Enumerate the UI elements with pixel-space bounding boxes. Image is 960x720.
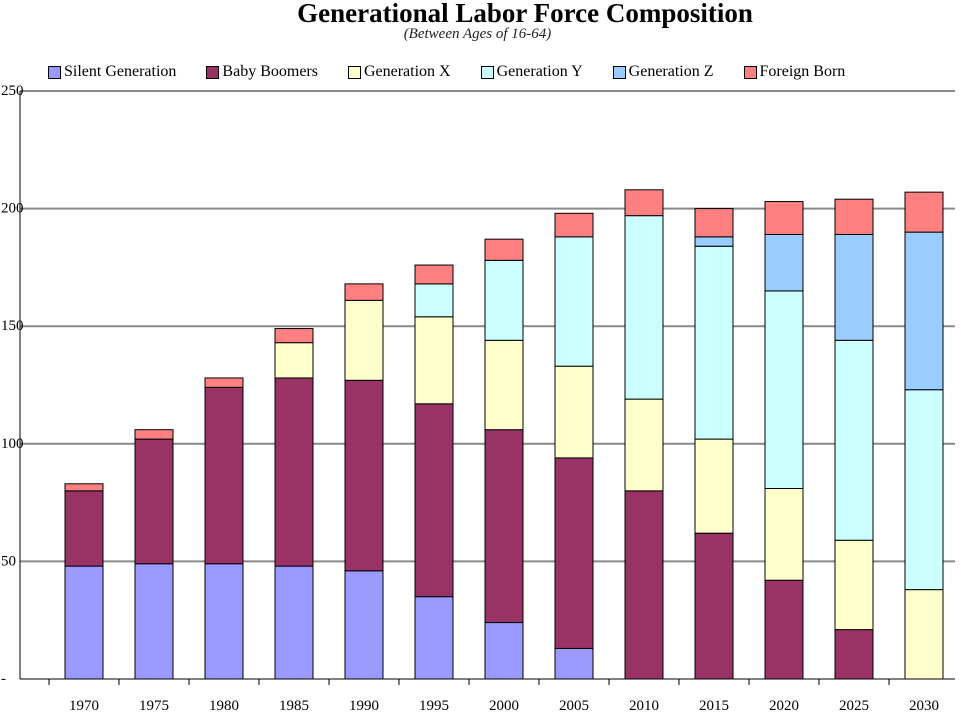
x-tick-label: 2000	[489, 698, 519, 714]
y-tick-label: 200	[1, 201, 24, 217]
bar-segment	[554, 365, 594, 459]
bar-segment	[64, 565, 104, 680]
chart-subtitle: (Between Ages of 16-64)	[403, 26, 552, 42]
bar-segment	[204, 386, 244, 565]
bar-segment	[834, 539, 874, 631]
bar-segment	[204, 563, 244, 680]
legend-swatch	[612, 65, 626, 79]
bar-segment	[484, 339, 524, 431]
bar-segment	[624, 189, 664, 217]
bar-segment	[694, 245, 734, 440]
x-tick-label: 2015	[699, 698, 729, 714]
bar-segment	[274, 328, 314, 344]
bar-segment	[274, 565, 314, 680]
legend-swatch	[480, 65, 494, 79]
x-tick-label: 1985	[279, 698, 309, 714]
bar-segment	[344, 299, 384, 381]
bar-segment	[274, 342, 314, 379]
chart-legend: Silent Generation Baby Boomers Generation …	[48, 60, 845, 84]
bar-segment	[344, 379, 384, 572]
x-tick-label: 1970	[69, 698, 99, 714]
legend-label: Generation Z	[628, 63, 714, 80]
legend-item: Foreign Born	[743, 63, 846, 81]
x-tick-label: 2030	[909, 698, 939, 714]
bar-segment	[414, 264, 454, 285]
bar-segment	[204, 377, 244, 388]
bar-segment	[764, 579, 804, 680]
bar-segment	[694, 532, 734, 680]
bar-segment	[64, 483, 104, 492]
bar-segment	[554, 457, 594, 649]
x-tick-label: 2005	[559, 698, 589, 714]
bar-segment	[834, 339, 874, 541]
y-tick-label: 100	[1, 436, 24, 452]
legend-swatch	[743, 65, 757, 79]
legend-label: Generation Y	[496, 63, 583, 80]
chart-title: Generational Labor Force Composition	[297, 0, 753, 28]
x-tick-label: 1975	[139, 698, 169, 714]
bar-segment	[904, 389, 944, 591]
x-tick-label: 1995	[419, 698, 449, 714]
bar-segment	[64, 490, 104, 567]
x-tick-label: 2025	[839, 698, 869, 714]
bar-segment	[904, 231, 944, 391]
bar-segment	[904, 589, 944, 680]
legend-item: Generation X	[347, 63, 451, 81]
bar-segment	[764, 290, 804, 489]
bar-segment	[834, 629, 874, 680]
bar-segment	[414, 403, 454, 598]
x-tick-label: 2010	[629, 698, 659, 714]
legend-label: Silent Generation	[64, 63, 177, 80]
x-tick-label: 1980	[209, 698, 239, 714]
bar-segment	[624, 490, 664, 680]
bar-segment	[764, 233, 804, 292]
y-tick-label: 50	[1, 553, 16, 569]
bar-segment	[484, 238, 524, 261]
legend-label: Generation X	[363, 63, 451, 80]
x-tick-label: 2020	[769, 698, 799, 714]
bar-segment	[694, 236, 734, 247]
bar-segment	[414, 283, 454, 318]
bar-segment	[344, 283, 384, 301]
y-tick-label: 150	[1, 318, 24, 334]
bar-segment	[624, 215, 664, 400]
bar-segment	[904, 191, 944, 233]
bar-segment	[134, 563, 174, 680]
bar-segment	[764, 201, 804, 235]
bar-segment	[834, 233, 874, 341]
bar-segment	[624, 398, 664, 492]
legend-item: Generation Y	[480, 63, 583, 81]
bar-segment	[554, 212, 594, 238]
bar-segment	[484, 622, 524, 680]
legend-swatch	[347, 65, 361, 79]
bar-segment	[414, 316, 454, 405]
legend-item: Silent Generation	[48, 63, 176, 81]
bar-segment	[554, 236, 594, 367]
bar-segment	[694, 438, 734, 534]
legend-label: Baby Boomers	[222, 63, 318, 80]
legend-item: Baby Boomers	[206, 63, 318, 81]
y-tick-label: 250	[1, 83, 24, 99]
bar-segment	[764, 487, 804, 581]
bar-segment	[344, 570, 384, 680]
bar-segment	[274, 377, 314, 567]
bar-segment	[694, 208, 734, 238]
bar-segment	[134, 429, 174, 440]
legend-swatch	[206, 65, 220, 79]
legend-label: Foreign Born	[759, 63, 846, 80]
x-tick-label: 1990	[349, 698, 379, 714]
bar-segment	[414, 596, 454, 680]
y-tick-label: -	[1, 671, 6, 687]
legend-swatch	[48, 65, 61, 79]
legend-item: Generation Z	[612, 63, 714, 81]
bar-segment	[484, 429, 524, 624]
bar-segment	[834, 198, 874, 235]
bar-segment	[134, 438, 174, 565]
bar-segment	[554, 647, 594, 680]
bar-segment	[484, 259, 524, 341]
